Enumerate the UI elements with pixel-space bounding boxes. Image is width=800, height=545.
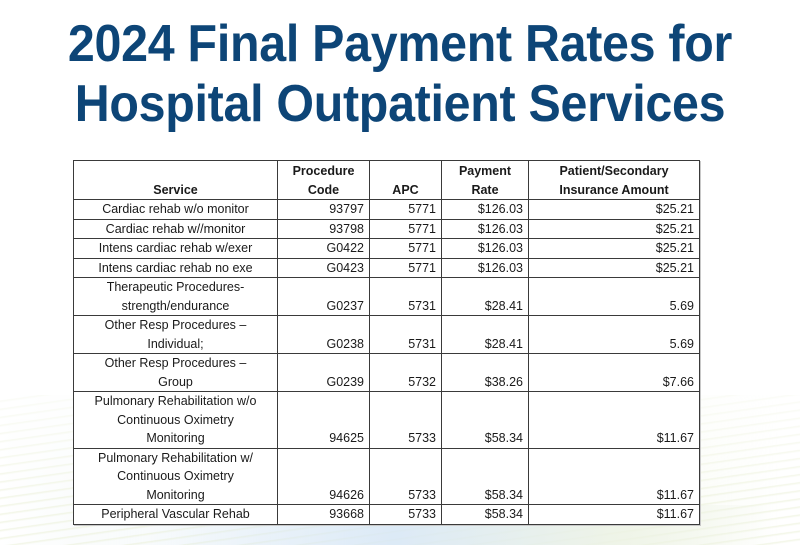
cell-apc: 5733 xyxy=(369,447,442,505)
cell-service: Cardiac rehab w//monitor xyxy=(73,218,278,239)
table-row: Pulmonary Rehabilitation w/Continuous Ox… xyxy=(73,447,700,505)
service-text-line: Continuous Oximetry xyxy=(117,412,234,427)
service-text-line: Monitoring xyxy=(146,431,205,445)
table-row: Cardiac rehab w/o monitor 93797 5771 $12… xyxy=(73,199,700,220)
cell-procedure-code: G0422 xyxy=(277,238,370,259)
cell-apc: 5732 xyxy=(369,353,442,392)
page-title: 2024 Final Payment Rates for Hospital Ou… xyxy=(28,14,772,134)
cell-insurance-amount: 5.69 xyxy=(528,277,700,316)
cell-payment-rate: $58.34 xyxy=(441,504,529,525)
cell-payment-rate: $38.26 xyxy=(441,353,529,392)
payment-rates-table: Service Procedure Code APC Payment Rate Pa… xyxy=(73,160,700,525)
cell-insurance-amount: $25.21 xyxy=(528,238,700,259)
cell-procedure-code: 93668 xyxy=(277,504,370,525)
table-row: Intens cardiac rehab no exe G0423 5771 $… xyxy=(73,257,700,278)
title-line-1: 2024 Final Payment Rates for xyxy=(67,15,733,73)
cell-payment-rate: $126.03 xyxy=(441,257,529,278)
table-row: Other Resp Procedures – Individual; G0238… xyxy=(73,315,700,354)
cell-procedure-code: G0237 xyxy=(277,277,370,316)
header-service: Service xyxy=(73,160,278,200)
cell-apc: 5733 xyxy=(369,391,442,449)
cell-procedure-code: 94625 xyxy=(277,391,370,449)
cell-apc: 5771 xyxy=(369,199,442,220)
cell-insurance-amount: $11.67 xyxy=(528,391,700,449)
cell-apc: 5731 xyxy=(369,315,442,354)
cell-procedure-code: 94626 xyxy=(277,447,370,505)
cell-apc: 5771 xyxy=(369,257,442,278)
table-row: Other Resp Procedures – Group G0239 5732 … xyxy=(73,353,700,392)
table-row: Intens cardiac rehab w/exer G0422 5771 $… xyxy=(73,238,700,259)
service-text-line: Other Resp Procedures – xyxy=(104,356,247,370)
cell-apc: 5771 xyxy=(369,238,442,259)
header-insurance-amount: Patient/Secondary Insurance Amount xyxy=(528,160,700,200)
title-line-2: Hospital Outpatient Services xyxy=(74,75,726,133)
header-apc: APC xyxy=(369,160,442,200)
service-text-line: Cardiac rehab w/o monitor xyxy=(102,202,249,216)
cell-service: Intens cardiac rehab no exe xyxy=(73,257,278,278)
cell-payment-rate: $28.41 xyxy=(441,315,529,354)
cell-service: Other Resp Procedures – Group xyxy=(73,353,278,392)
cell-service: Cardiac rehab w/o monitor xyxy=(73,199,278,220)
service-text-line: Pulmonary Rehabilitation w/ xyxy=(98,450,253,465)
cell-payment-rate: $126.03 xyxy=(441,199,529,220)
cell-insurance-amount: $11.67 xyxy=(528,447,700,505)
cell-procedure-code: 93797 xyxy=(277,199,370,220)
cell-payment-rate: $58.34 xyxy=(441,447,529,505)
cell-procedure-code: G0239 xyxy=(277,353,370,392)
cell-payment-rate: $126.03 xyxy=(441,238,529,259)
cell-service: Other Resp Procedures – Individual; xyxy=(73,315,278,354)
service-text-line: Cardiac rehab w//monitor xyxy=(105,221,246,236)
cell-insurance-amount: $7.66 xyxy=(528,353,700,392)
cell-procedure-code: G0423 xyxy=(277,257,370,278)
cell-insurance-amount: $11.67 xyxy=(528,504,700,525)
cell-service: Intens cardiac rehab w/exer xyxy=(73,238,278,259)
cell-payment-rate: $58.34 xyxy=(441,391,529,449)
table-row: Cardiac rehab w//monitor 93798 5771 $126… xyxy=(73,218,700,239)
cell-payment-rate: $126.03 xyxy=(441,218,529,239)
cell-procedure-code: G0238 xyxy=(277,315,370,354)
cell-apc: 5731 xyxy=(369,277,442,316)
service-text-line: Individual; xyxy=(147,336,204,351)
cell-insurance-amount: $25.21 xyxy=(528,218,700,239)
service-text-line: Group xyxy=(158,374,193,389)
cell-apc: 5733 xyxy=(369,504,442,525)
cell-payment-rate: $28.41 xyxy=(441,277,529,316)
service-text-line: Pulmonary Rehabilitation w/o xyxy=(94,394,257,408)
cell-service: Pulmonary Rehabilitation w/o Continuous O… xyxy=(73,391,278,449)
table-row: Peripheral Vascular Rehab 93668 5733 $58… xyxy=(73,504,700,525)
table-body: Cardiac rehab w/o monitor 93797 5771 $12… xyxy=(73,199,700,525)
service-text-line: Continuous Oximetry xyxy=(117,469,234,483)
service-text-line: Therapeutic Procedures- xyxy=(106,280,245,294)
service-text-line: strength/endurance xyxy=(121,298,230,313)
table-header-row: Service Procedure Code APC Payment Rate Pa… xyxy=(73,160,700,200)
table-row: Therapeutic Procedures-strength/enduranc… xyxy=(73,277,700,316)
cell-service: Peripheral Vascular Rehab xyxy=(73,504,278,525)
service-text-line: Intens cardiac rehab w/exer xyxy=(98,241,253,255)
service-text-line: Other Resp Procedures – xyxy=(104,318,247,332)
cell-service: Pulmonary Rehabilitation w/Continuous Ox… xyxy=(73,447,278,505)
table-row: Pulmonary Rehabilitation w/o Continuous O… xyxy=(73,391,700,449)
service-text-line: Monitoring xyxy=(146,487,205,502)
cell-service: Therapeutic Procedures-strength/enduranc… xyxy=(73,277,278,316)
cell-procedure-code: 93798 xyxy=(277,218,370,239)
cell-insurance-amount: $25.21 xyxy=(528,199,700,220)
cell-insurance-amount: $25.21 xyxy=(528,257,700,278)
header-procedure-code: Procedure Code xyxy=(277,160,370,200)
cell-insurance-amount: 5.69 xyxy=(528,315,700,354)
service-text-line: Peripheral Vascular Rehab xyxy=(101,507,250,521)
cell-apc: 5771 xyxy=(369,218,442,239)
header-payment-rate: Payment Rate xyxy=(441,160,529,200)
service-text-line: Intens cardiac rehab no exe xyxy=(98,260,253,275)
